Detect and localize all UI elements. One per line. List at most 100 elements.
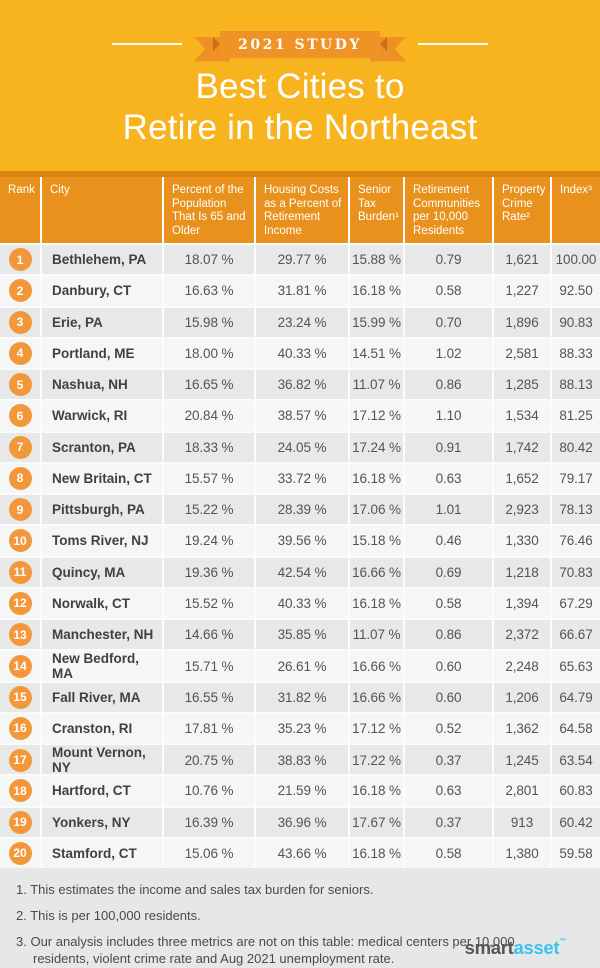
city-cell: Quincy, MA	[40, 557, 162, 587]
communities-cell: 0.79	[403, 245, 492, 275]
table-row: 15 Fall River, MA 16.55 % 31.82 % 16.66 …	[0, 680, 600, 712]
communities-cell: 0.63	[403, 463, 492, 493]
communities-cell: 1.02	[403, 338, 492, 368]
rank-badge: 4	[8, 341, 32, 365]
rank-cell: 15	[0, 683, 40, 712]
housing-cell: 38.83 %	[254, 745, 348, 775]
index-cell: 78.13	[550, 495, 600, 525]
table-row: 4 Portland, ME 18.00 % 40.33 % 14.51 % 1…	[0, 336, 600, 368]
ribbon-line-right	[417, 43, 488, 45]
index-cell: 59.58	[550, 838, 600, 868]
logo-text-smart: smart	[464, 937, 514, 958]
tax-burden-cell: 16.18 %	[348, 463, 403, 493]
rank-cell: 17	[0, 745, 40, 775]
pct65-cell: 15.52 %	[162, 588, 254, 618]
housing-cell: 31.82 %	[254, 682, 348, 712]
crime-rate-cell: 1,227	[492, 276, 550, 306]
city-cell: Manchester, NH	[40, 620, 162, 650]
housing-cell: 26.61 %	[254, 651, 348, 682]
crime-rate-cell: 1,330	[492, 526, 550, 556]
pct65-cell: 20.75 %	[162, 745, 254, 775]
page-title-line2: Retire in the Northeast	[122, 108, 478, 147]
index-cell: 90.83	[550, 307, 600, 337]
tax-burden-cell: 16.18 %	[348, 776, 403, 806]
communities-cell: 1.01	[403, 495, 492, 525]
tax-burden-cell: 17.12 %	[348, 401, 403, 431]
communities-cell: 0.91	[403, 432, 492, 462]
crime-rate-cell: 1,206	[492, 682, 550, 712]
crime-rate-cell: 2,248	[492, 651, 550, 682]
rank-badge: 17	[8, 748, 32, 772]
crime-rate-cell: 1,245	[492, 745, 550, 775]
table-row: 5 Nashua, NH 16.65 % 36.82 % 11.07 % 0.8…	[0, 368, 600, 400]
city-cell: Mount Vernon, NY	[40, 745, 162, 775]
crime-rate-cell: 1,218	[492, 557, 550, 587]
city-cell: Erie, PA	[40, 307, 162, 337]
table-row: 12 Norwalk, CT 15.52 % 40.33 % 16.18 % 0…	[0, 586, 600, 618]
rank-badge: 6	[8, 404, 32, 428]
city-cell: Danbury, CT	[40, 276, 162, 306]
tax-burden-cell: 16.18 %	[348, 838, 403, 868]
crime-rate-cell: 1,534	[492, 401, 550, 431]
tax-burden-cell: 16.66 %	[348, 557, 403, 587]
housing-cell: 23.24 %	[254, 307, 348, 337]
tax-burden-cell: 11.07 %	[348, 370, 403, 400]
city-cell: Scranton, PA	[40, 432, 162, 462]
index-cell: 80.42	[550, 432, 600, 462]
rank-badge: 2	[8, 279, 32, 303]
index-cell: 60.42	[550, 807, 600, 837]
tax-burden-cell: 16.66 %	[348, 651, 403, 682]
rank-badge: 1	[8, 248, 32, 272]
table-body: 1 Bethlehem, PA 18.07 % 29.77 % 15.88 % …	[0, 243, 600, 868]
housing-cell: 36.96 %	[254, 807, 348, 837]
tax-burden-cell: 17.67 %	[348, 807, 403, 837]
city-cell: Hartford, CT	[40, 776, 162, 806]
header-cell-housing: Housing Costs as a Percent of Retirement…	[254, 177, 348, 243]
rank-badge: 14	[8, 654, 32, 678]
crime-rate-cell: 1,621	[492, 245, 550, 275]
index-cell: 88.33	[550, 338, 600, 368]
crime-rate-cell: 913	[492, 807, 550, 837]
rank-cell: 9	[0, 495, 40, 524]
study-badge: 2021 STUDY	[220, 30, 380, 58]
pct65-cell: 14.66 %	[162, 620, 254, 650]
rank-badge: 19	[8, 810, 32, 834]
tax-burden-cell: 15.88 %	[348, 245, 403, 275]
table-row: 14 New Bedford, MA 15.71 % 26.61 % 16.66…	[0, 649, 600, 682]
rank-cell: 18	[0, 776, 40, 805]
index-cell: 64.79	[550, 682, 600, 712]
city-cell: Cranston, RI	[40, 713, 162, 743]
footnote-2: 2. This is per 100,000 residents.	[16, 908, 201, 923]
communities-cell: 0.63	[403, 776, 492, 806]
study-ribbon: 2021 STUDY	[0, 0, 600, 62]
pct65-cell: 15.71 %	[162, 651, 254, 682]
index-cell: 76.46	[550, 526, 600, 556]
city-cell: Bethlehem, PA	[40, 245, 162, 275]
housing-cell: 33.72 %	[254, 463, 348, 493]
housing-cell: 40.33 %	[254, 338, 348, 368]
rank-cell: 16	[0, 714, 40, 743]
tax-burden-cell: 17.24 %	[348, 432, 403, 462]
page-title-line1: Best Cities to	[195, 67, 405, 106]
table-row: 7 Scranton, PA 18.33 % 24.05 % 17.24 % 0…	[0, 430, 600, 462]
table-row: 1 Bethlehem, PA 18.07 % 29.77 % 15.88 % …	[0, 243, 600, 275]
pct65-cell: 17.81 %	[162, 713, 254, 743]
crime-rate-cell: 2,923	[492, 495, 550, 525]
communities-cell: 0.37	[403, 745, 492, 775]
housing-cell: 21.59 %	[254, 776, 348, 806]
header-cell-city: City	[40, 177, 162, 243]
housing-cell: 38.57 %	[254, 401, 348, 431]
crime-rate-cell: 1,380	[492, 838, 550, 868]
communities-cell: 0.46	[403, 526, 492, 556]
city-cell: Fall River, MA	[40, 682, 162, 712]
tax-burden-cell: 15.99 %	[348, 307, 403, 337]
city-cell: Portland, ME	[40, 338, 162, 368]
communities-cell: 0.52	[403, 713, 492, 743]
table-row: 19 Yonkers, NY 16.39 % 36.96 % 17.67 % 0…	[0, 805, 600, 837]
communities-cell: 0.58	[403, 838, 492, 868]
pct65-cell: 19.24 %	[162, 526, 254, 556]
ribbon-line-left	[112, 43, 183, 45]
communities-cell: 1.10	[403, 401, 492, 431]
table-row: 2 Danbury, CT 16.63 % 31.81 % 16.18 % 0.…	[0, 274, 600, 306]
tax-burden-cell: 17.12 %	[348, 713, 403, 743]
